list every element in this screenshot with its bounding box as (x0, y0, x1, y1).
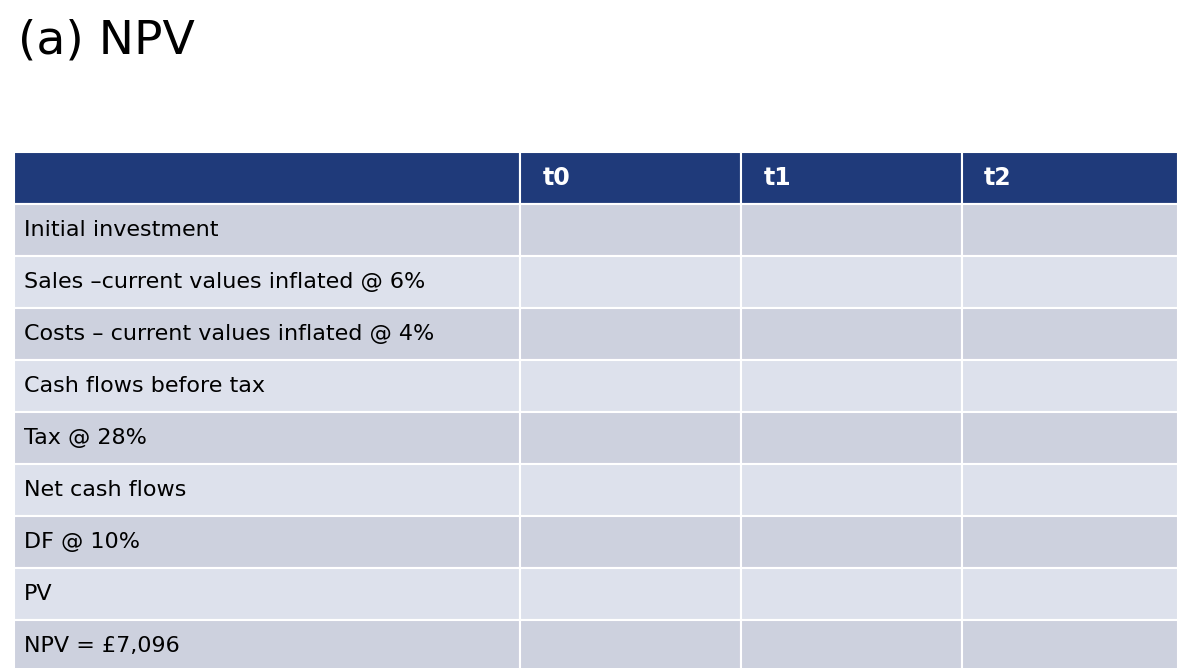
Bar (14, 360, 521, 412)
Text: DF @ 10%: DF @ 10% (24, 532, 141, 552)
Bar (962, 464, 1178, 516)
Bar (14, 256, 521, 308)
Bar (14, 568, 521, 620)
Bar (14, 620, 521, 668)
Bar (962, 152, 1178, 204)
Bar (521, 620, 741, 668)
Bar (741, 308, 962, 360)
Text: NPV = £7,096: NPV = £7,096 (24, 636, 180, 656)
Text: Initial investment: Initial investment (24, 220, 219, 240)
Text: t0: t0 (542, 166, 570, 190)
Bar (14, 308, 521, 360)
Bar (962, 204, 1178, 256)
Bar (521, 412, 741, 464)
Text: Net cash flows: Net cash flows (24, 480, 187, 500)
Bar (962, 360, 1178, 412)
Bar (741, 568, 962, 620)
Bar (741, 204, 962, 256)
Text: Tax @ 28%: Tax @ 28% (24, 428, 147, 448)
Bar (962, 516, 1178, 568)
Bar (962, 620, 1178, 668)
Bar (14, 152, 521, 204)
Bar (962, 308, 1178, 360)
Bar (741, 464, 962, 516)
Bar (521, 360, 741, 412)
Text: (a) NPV: (a) NPV (18, 18, 194, 63)
Text: Sales –current values inflated @ 6%: Sales –current values inflated @ 6% (24, 272, 426, 292)
Bar (14, 464, 521, 516)
Bar (962, 256, 1178, 308)
Bar (14, 516, 521, 568)
Bar (521, 464, 741, 516)
Bar (14, 204, 521, 256)
Bar (741, 360, 962, 412)
Bar (741, 152, 962, 204)
Text: t2: t2 (983, 166, 1012, 190)
Text: PV: PV (24, 584, 52, 604)
Bar (741, 620, 962, 668)
Bar (521, 516, 741, 568)
Bar (14, 412, 521, 464)
Bar (521, 256, 741, 308)
Text: Cash flows before tax: Cash flows before tax (24, 376, 266, 396)
Text: t1: t1 (764, 166, 791, 190)
Text: Costs – current values inflated @ 4%: Costs – current values inflated @ 4% (24, 324, 435, 344)
Bar (962, 568, 1178, 620)
Bar (741, 412, 962, 464)
Bar (521, 568, 741, 620)
Bar (741, 256, 962, 308)
Bar (741, 516, 962, 568)
Bar (962, 412, 1178, 464)
Bar (521, 308, 741, 360)
Bar (521, 204, 741, 256)
Bar (521, 152, 741, 204)
